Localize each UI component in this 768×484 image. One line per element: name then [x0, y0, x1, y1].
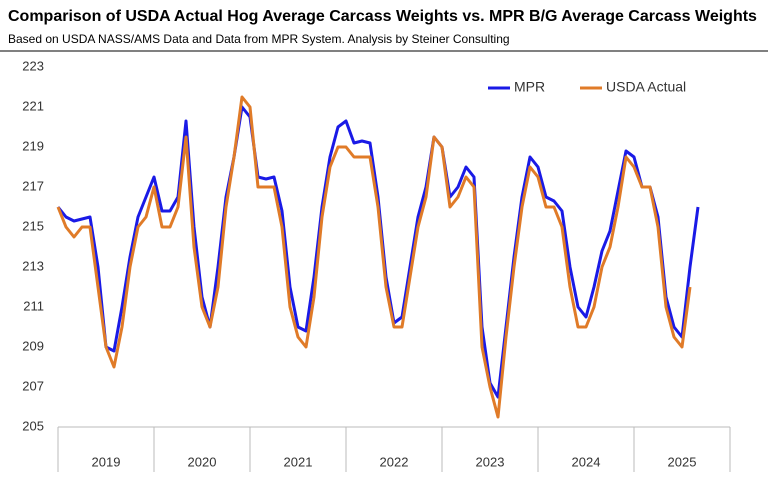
- chart-title: Comparison of USDA Actual Hog Average Ca…: [8, 8, 757, 25]
- y-tick-label: 219: [22, 138, 44, 153]
- chart-subtitle: Based on USDA NASS/AMS Data and Data fro…: [8, 32, 510, 46]
- x-tick-label: 2021: [284, 454, 313, 469]
- y-tick-label: 205: [22, 418, 44, 433]
- y-tick-label: 211: [23, 298, 44, 313]
- y-tick-label: 213: [22, 258, 44, 273]
- legend-label: USDA Actual: [606, 79, 686, 95]
- y-tick-label: 223: [22, 58, 44, 73]
- x-tick-label: 2019: [92, 454, 121, 469]
- y-tick-label: 215: [22, 218, 44, 233]
- y-tick-label: 207: [22, 378, 44, 393]
- series-line: [56, 95, 692, 419]
- y-tick-label: 217: [22, 178, 44, 193]
- y-tick-label: 221: [22, 98, 44, 113]
- x-tick-label: 2024: [572, 454, 601, 469]
- series-line: [56, 105, 700, 399]
- y-tick-label: 209: [22, 338, 44, 353]
- x-tick-label: 2022: [380, 454, 409, 469]
- x-tick-label: 2023: [476, 454, 505, 469]
- legend-label: MPR: [514, 79, 545, 95]
- x-tick-label: 2025: [668, 454, 697, 469]
- x-tick-label: 2020: [188, 454, 217, 469]
